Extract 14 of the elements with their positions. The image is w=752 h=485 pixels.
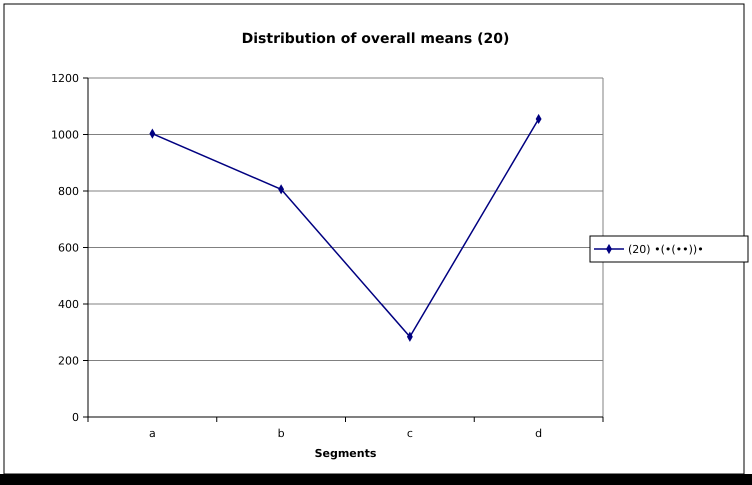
y-tick-label: 200 — [58, 354, 79, 368]
x-tick-label: c — [406, 427, 413, 440]
y-tick-label: 400 — [58, 298, 79, 311]
x-axis-title: Segments — [314, 447, 377, 460]
x-tick-label: d — [535, 427, 542, 440]
x-tick-label: a — [149, 427, 156, 440]
y-tick-label: 800 — [58, 184, 79, 198]
chart-title: Distribution of overall means (20) — [242, 31, 510, 47]
y-tick-label: 1200 — [51, 72, 79, 85]
y-tick-label: 0 — [72, 410, 79, 424]
legend-label: (20) •(•(••))• — [628, 242, 704, 256]
y-tick-label: 1000 — [51, 128, 79, 142]
y-tick-label: 600 — [58, 241, 79, 254]
x-tick-label: b — [278, 427, 285, 440]
